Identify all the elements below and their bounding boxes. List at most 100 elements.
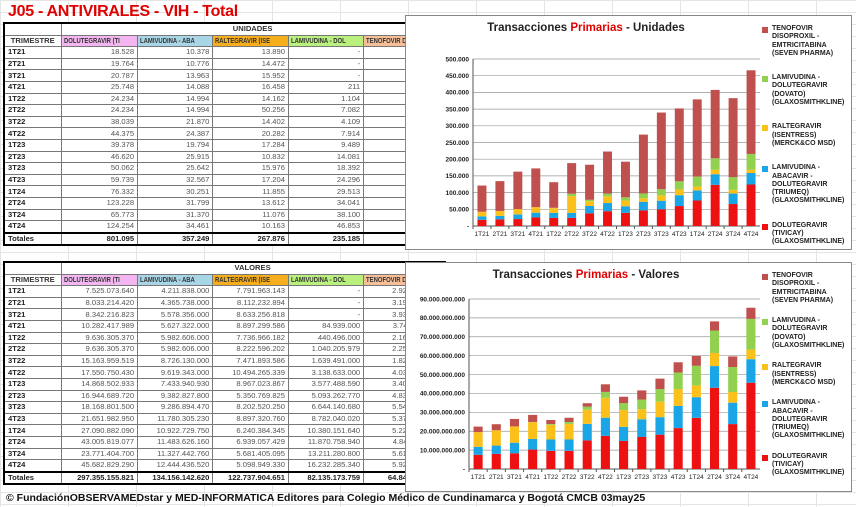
bar-segment[interactable] (495, 181, 505, 211)
quarter-cell[interactable]: 4T22 (3, 127, 62, 140)
bar-segment[interactable] (637, 390, 647, 400)
bar-segment[interactable] (673, 362, 683, 373)
bar-segment[interactable] (582, 406, 592, 410)
bar-segment[interactable] (728, 402, 738, 425)
bar-segment[interactable] (656, 200, 666, 210)
value-cell[interactable]: 25.642 (137, 162, 214, 175)
value-cell[interactable]: 4.109 (287, 115, 365, 129)
bar-segment[interactable] (603, 193, 613, 197)
bar-segment[interactable] (710, 158, 720, 170)
value-cell[interactable]: 6.240.384.345 (212, 424, 289, 437)
bar-segment[interactable] (585, 213, 595, 226)
value-cell[interactable]: 76.332 (60, 185, 139, 198)
bar-segment[interactable] (564, 439, 574, 451)
value-cell[interactable]: 31.370 (137, 208, 214, 222)
bar-segment[interactable] (495, 219, 505, 226)
value-cell[interactable]: 7.791.963.143 (212, 285, 289, 298)
quarter-cell[interactable]: 1T23 (3, 138, 62, 152)
value-cell[interactable]: 65.773 (60, 208, 139, 222)
value-cell[interactable]: 14.994 (137, 92, 214, 106)
bar-segment[interactable] (509, 453, 520, 469)
bar-segment[interactable] (728, 189, 738, 194)
quarter-cell[interactable]: 2T22 (3, 343, 62, 356)
value-cell[interactable]: 25.748 (60, 80, 139, 94)
value-cell[interactable]: 8.342.216.823 (60, 308, 139, 321)
bar-segment[interactable] (620, 200, 630, 207)
bar-segment[interactable] (477, 219, 487, 226)
bar-segment[interactable] (528, 449, 538, 469)
bar-segment[interactable] (656, 112, 666, 190)
value-cell[interactable]: 14.402 (212, 115, 289, 129)
quarter-cell[interactable]: 1T24 (3, 424, 62, 437)
bar-segment[interactable] (600, 397, 610, 418)
bar-segment[interactable] (746, 153, 756, 170)
bar-segment[interactable] (656, 189, 666, 196)
bar-segment[interactable] (564, 417, 574, 423)
quarter-cell[interactable]: 3T24 (3, 208, 62, 222)
bar-segment[interactable] (513, 209, 523, 215)
bar-segment[interactable] (709, 352, 720, 367)
value-cell[interactable]: 5.093.262.770 (287, 389, 365, 403)
bar-segment[interactable] (728, 193, 738, 205)
value-cell[interactable]: 11.076 (212, 208, 289, 222)
value-cell[interactable]: 34.041 (287, 196, 365, 210)
column-header[interactable]: DOLUTEGRAVIR (TI (60, 34, 139, 48)
legend-item[interactable]: RALTEGRAVIR (ISENTRESS) (MERCK&CO MSD) (762, 123, 850, 148)
bar-segment[interactable] (495, 210, 505, 216)
value-cell[interactable]: 50.062 (60, 162, 139, 175)
value-cell[interactable]: 11.483.626.160 (137, 435, 214, 449)
bar-segment[interactable] (746, 169, 756, 173)
value-cell[interactable]: 9.636.305.370 (60, 343, 139, 356)
bar-segment[interactable] (477, 185, 487, 212)
bar-segment[interactable] (600, 384, 610, 392)
value-cell[interactable]: 124.254 (60, 220, 139, 234)
bar-segment[interactable] (513, 219, 523, 226)
quarter-cell[interactable]: 2T21 (3, 57, 62, 71)
bar-segment[interactable] (546, 424, 556, 440)
value-cell[interactable]: 15.163.959.519 (60, 354, 139, 368)
value-cell[interactable]: 3.138.633.000 (287, 366, 365, 379)
bar-segment[interactable] (746, 359, 756, 383)
bar-segment[interactable] (473, 454, 483, 469)
value-cell[interactable]: 7.433.940.930 (137, 377, 214, 391)
value-cell[interactable]: 6.939.057.429 (212, 435, 289, 449)
value-cell[interactable]: 38.100 (287, 208, 365, 222)
bar-segment[interactable] (710, 169, 720, 175)
value-cell[interactable]: 12.444.436.520 (137, 459, 214, 473)
legend-item[interactable]: LAMIVUDINA - ABACAVIR - DOLUTEGRAVIR (TR… (762, 399, 850, 440)
value-cell[interactable]: 13.890 (212, 46, 289, 59)
value-cell[interactable]: 34.461 (137, 220, 214, 234)
bar-segment[interactable] (728, 98, 738, 178)
bar-segment[interactable] (491, 453, 501, 469)
bar-segment[interactable] (691, 397, 701, 418)
value-cell[interactable]: 18.168.801.500 (60, 401, 139, 414)
quarter-cell[interactable]: 1T22 (3, 92, 62, 106)
value-cell[interactable]: 11.855 (212, 185, 289, 198)
bar-segment[interactable] (692, 99, 702, 177)
bar-segment[interactable] (509, 418, 520, 427)
value-cell[interactable]: 18.392 (287, 162, 365, 175)
column-header[interactable]: LAMIVUDINA - ABA (137, 273, 214, 287)
value-cell[interactable]: 50.256 (212, 104, 289, 117)
bar-segment[interactable] (691, 417, 701, 469)
quarter-cell[interactable]: 3T23 (3, 401, 62, 414)
column-header[interactable]: RALTEGRAVIR (ISE (212, 34, 289, 48)
quarter-cell[interactable]: 1T24 (3, 185, 62, 198)
value-cell[interactable]: 8.033.214.420 (60, 296, 139, 310)
bar-segment[interactable] (728, 356, 738, 368)
bar-segment[interactable] (746, 307, 756, 319)
bar-segment[interactable] (692, 200, 702, 226)
value-cell[interactable]: 11.327.442.760 (137, 447, 214, 461)
bar-segment[interactable] (473, 446, 483, 455)
value-cell[interactable]: 59.739 (60, 173, 139, 187)
bar-segment[interactable] (709, 366, 720, 388)
bar-segment[interactable] (567, 212, 577, 218)
value-cell[interactable]: 8.222.596.202 (212, 343, 289, 356)
bar-segment[interactable] (549, 217, 559, 226)
bar-segment[interactable] (549, 208, 559, 213)
value-cell[interactable]: 10.922.729.750 (137, 424, 214, 437)
value-cell[interactable]: 9.382.827.800 (137, 389, 214, 403)
bar-segment[interactable] (673, 428, 683, 469)
value-cell[interactable]: 18.528 (60, 46, 139, 59)
value-cell[interactable]: 21.651.982.950 (60, 412, 139, 426)
